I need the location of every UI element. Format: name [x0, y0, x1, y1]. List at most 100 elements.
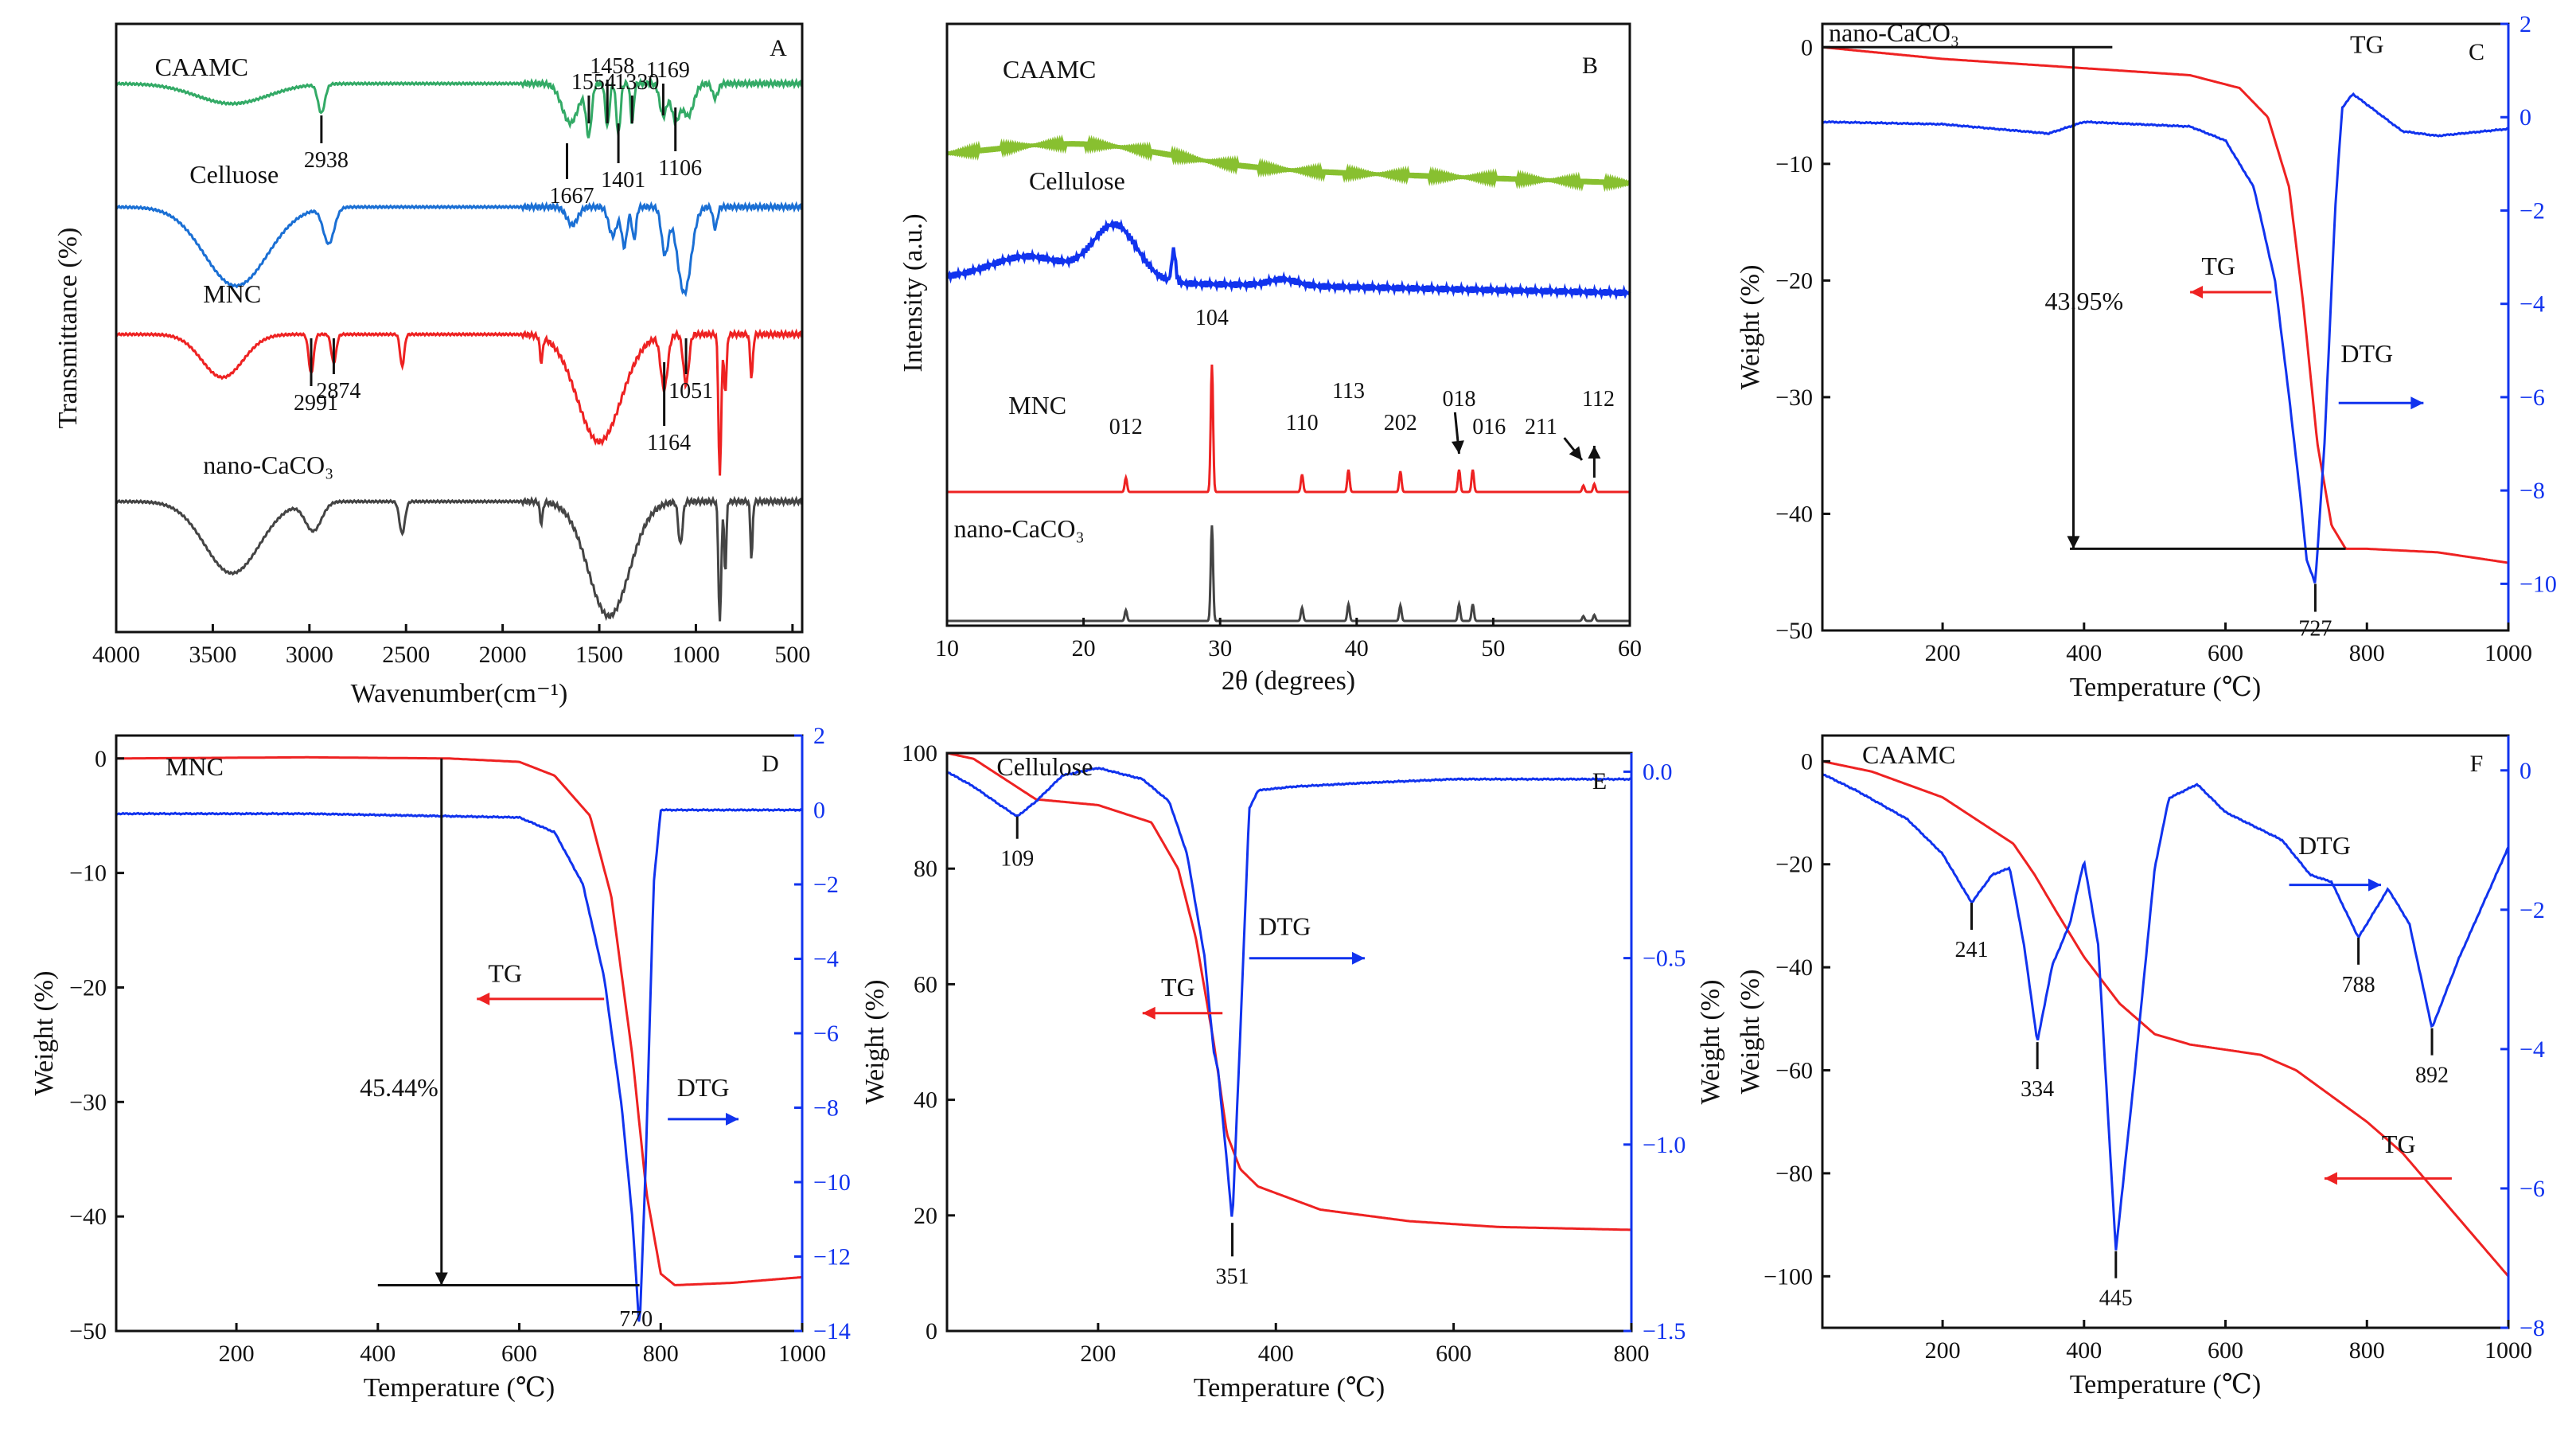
mass-loss-label: 45.44% — [360, 1073, 438, 1102]
right-y-tick-label: −2 — [2519, 897, 2545, 923]
right-y-tick-label: 0 — [813, 798, 825, 824]
peak-label: 1051 — [668, 379, 713, 404]
tg-arrow-head — [477, 992, 490, 1005]
y-tick-label: −40 — [1775, 501, 1813, 527]
peak-label: 241 — [1955, 938, 1989, 962]
y-tick-label: −30 — [1775, 384, 1813, 411]
x-tick-label: 60 — [1618, 635, 1642, 662]
x-axis-title: Temperature (℃) — [1194, 1373, 1385, 1403]
peak-label: 727 — [2298, 617, 2332, 642]
right-y-tick-label: −14 — [813, 1318, 851, 1345]
panel-e: 200 400 600 800 0 20 40 60 80 100 0.0 −0.5 −1.0 −1.5 T… — [860, 740, 1725, 1403]
right-y-tick-label: −6 — [2519, 1176, 2545, 1202]
right-y-tick-label: −10 — [2519, 571, 2557, 597]
x-tick-label: 1000 — [672, 642, 719, 668]
tg-curve — [946, 751, 1632, 1231]
right-y-tick-label: 0 — [2519, 758, 2531, 784]
y-tick-label: 0 — [1801, 748, 1813, 775]
y-tick-label: −50 — [1775, 618, 1813, 644]
tg-arrow-head — [1142, 1006, 1155, 1020]
tg-curve — [1822, 759, 2510, 1278]
y-tick-label: 60 — [914, 971, 937, 997]
x-tick-label: 1500 — [575, 642, 623, 668]
peak-label: 334 — [2021, 1077, 2054, 1102]
x-tick-label: 200 — [1925, 1337, 1961, 1364]
x-tick-label: 800 — [2349, 640, 2385, 666]
panel-letter: E — [1592, 768, 1607, 794]
dtg-arrow-head — [726, 1112, 739, 1126]
right-y-tick-label: −2 — [2519, 197, 2545, 224]
hkl-label-104: 104 — [1195, 306, 1229, 330]
y-tick-label: −40 — [69, 1204, 107, 1230]
y-tick-label: −20 — [1775, 852, 1813, 878]
x-tick-label: 200 — [1925, 640, 1961, 666]
tg-label: TG — [2382, 1130, 2416, 1158]
series-caamc-line — [115, 77, 803, 139]
x-tick-label: 800 — [2349, 1337, 2385, 1364]
panel-f-frame — [1821, 734, 2510, 1329]
sample-label: nano-CaCO₃ — [1829, 18, 1959, 47]
right-y-tick-label: −4 — [2519, 291, 2545, 318]
dtg-curve — [115, 807, 803, 1322]
series-mnc-line — [115, 328, 803, 476]
x-tick-label: 40 — [1345, 635, 1369, 662]
dtg-curve — [1822, 92, 2509, 583]
series-label-nanocaco3: nano-CaCO₃ — [954, 514, 1085, 543]
panel-a-frame — [115, 22, 804, 634]
y-axis-title: Weight (%) — [29, 971, 59, 1096]
right-y-tick-label: −0.5 — [1643, 946, 1686, 972]
series-caamc-line — [946, 134, 1631, 193]
x-tick-label: 20 — [1072, 635, 1096, 662]
x-axis-title: Temperature (℃) — [364, 1373, 555, 1403]
series-nanocaco3-line — [947, 525, 1630, 623]
x-tick-label: 200 — [1080, 1341, 1116, 1367]
series-label-caamc: CAAMC — [155, 53, 248, 81]
y-axis-title: Weight (%) — [1736, 265, 1765, 390]
x-tick-label: 400 — [360, 1341, 396, 1367]
right-y-tick-label: 0 — [2519, 104, 2531, 131]
peak-label-2: 351 — [1216, 1264, 1249, 1289]
x-tick-label: 2000 — [479, 642, 527, 668]
hkl-label-110: 110 — [1286, 411, 1319, 435]
x-tick-label: 50 — [1481, 635, 1505, 662]
hkl-arrow-211-head — [1569, 446, 1582, 460]
x-tick-label: 4000 — [92, 642, 140, 668]
dtg-curve — [945, 767, 1632, 1217]
right-y-tick-label: 2 — [2519, 11, 2531, 37]
x-tick-label: 800 — [643, 1341, 679, 1367]
panel-b: 10 20 30 40 50 60 2θ (degrees) Intensity (a.u.)… — [898, 22, 1642, 696]
y-tick-label: −20 — [1775, 267, 1813, 294]
tg-label-top: TG — [2350, 30, 2384, 59]
right-y-tick-label: −4 — [813, 946, 839, 973]
y-tick-label: −50 — [69, 1318, 107, 1345]
panel-c: 200 400 600 800 1000 0 −10 −20 −30 −40 −50 2 0 −2 −4 −6… — [1736, 11, 2557, 702]
x-tick-label: 3500 — [189, 642, 236, 668]
dtg-arrow-head — [2368, 878, 2382, 892]
tg-label: TG — [488, 958, 522, 987]
peak-label: 445 — [2099, 1286, 2133, 1311]
peak-label: 1401 — [601, 168, 645, 193]
y-tick-label: −10 — [69, 861, 107, 887]
x-tick-label: 600 — [2208, 640, 2243, 666]
right-y-tick-label: −6 — [2519, 384, 2545, 411]
mass-loss-arrow-head — [2067, 536, 2080, 549]
x-tick-label: 200 — [219, 1341, 255, 1367]
tg-curve — [1822, 45, 2509, 564]
peak-label: 892 — [2415, 1064, 2449, 1088]
y-tick-label: −60 — [1775, 1058, 1813, 1084]
panel-letter: A — [770, 35, 787, 61]
y-tick-label: 80 — [914, 856, 937, 882]
panel-letter: D — [762, 751, 779, 777]
dtg-curve — [1822, 772, 2510, 1251]
panel-c-frame — [1821, 22, 2510, 632]
right-y-tick-label: −8 — [2519, 1315, 2545, 1341]
hkl-arrow-018-head — [1451, 440, 1464, 454]
tg-arrow-head — [2190, 286, 2204, 299]
x-tick-label: 400 — [1258, 1341, 1294, 1367]
right-y-tick-label: −10 — [813, 1169, 851, 1196]
x-axis-title: Wavenumber(cm⁻¹) — [351, 679, 568, 708]
x-tick-label: 800 — [1614, 1341, 1650, 1367]
sample-label: MNC — [166, 752, 224, 781]
y-tick-label: −40 — [1775, 954, 1813, 981]
